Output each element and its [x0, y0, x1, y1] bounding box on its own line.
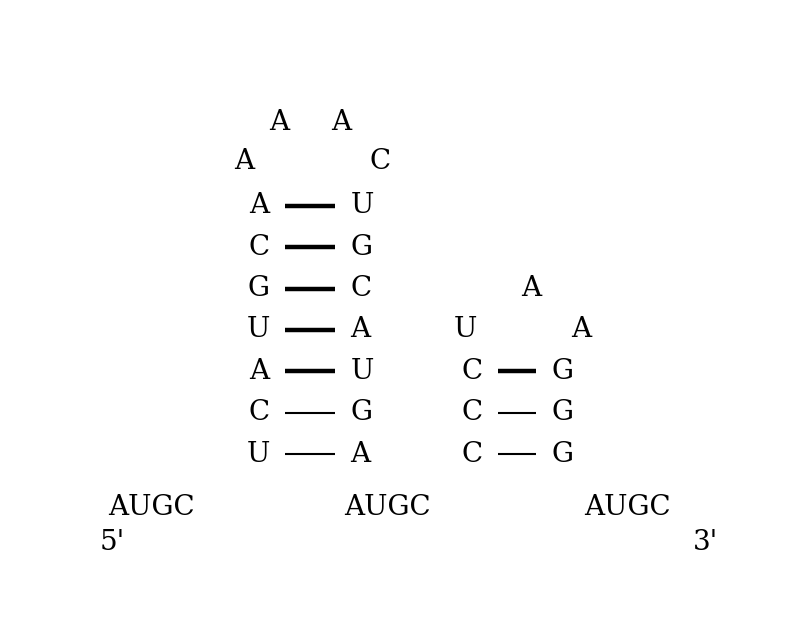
Text: U: U [247, 316, 270, 343]
Text: A: A [269, 110, 289, 137]
Text: C: C [248, 234, 270, 261]
Text: A: A [234, 148, 254, 175]
Text: G: G [351, 234, 372, 261]
Text: 5': 5' [100, 529, 125, 556]
Text: G: G [552, 441, 574, 467]
Text: C: C [462, 441, 483, 467]
Text: A: A [250, 192, 270, 219]
Text: C: C [351, 275, 372, 302]
Text: G: G [552, 358, 574, 385]
Text: C: C [369, 148, 390, 175]
Text: C: C [248, 399, 270, 427]
Text: U: U [453, 316, 476, 343]
Text: C: C [462, 358, 483, 385]
Text: U: U [247, 441, 270, 467]
Text: A: A [351, 316, 371, 343]
Text: A: A [351, 441, 371, 467]
Text: A: A [250, 358, 270, 385]
Text: U: U [351, 192, 374, 219]
Text: AUGC: AUGC [584, 494, 671, 521]
Text: AUGC: AUGC [108, 494, 194, 521]
Text: G: G [247, 275, 270, 302]
Text: U: U [351, 358, 374, 385]
Text: C: C [462, 399, 483, 427]
Text: A: A [331, 110, 351, 137]
Text: G: G [351, 399, 372, 427]
Text: A: A [571, 316, 592, 343]
Text: A: A [521, 275, 541, 302]
Text: G: G [552, 399, 574, 427]
Text: AUGC: AUGC [344, 494, 431, 521]
Text: 3': 3' [692, 529, 718, 556]
